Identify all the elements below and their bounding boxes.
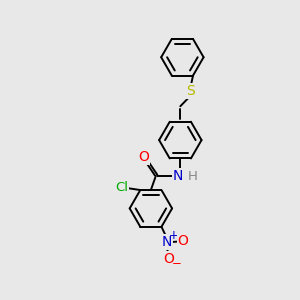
Text: O: O	[138, 150, 149, 164]
Text: O: O	[178, 235, 188, 248]
Text: +: +	[168, 229, 178, 242]
Text: H: H	[188, 169, 198, 182]
Text: S: S	[186, 84, 195, 98]
Text: −: −	[172, 257, 182, 270]
Text: N: N	[162, 235, 172, 249]
Text: O: O	[163, 252, 174, 266]
Text: Cl: Cl	[116, 181, 128, 194]
Text: N: N	[173, 169, 183, 183]
